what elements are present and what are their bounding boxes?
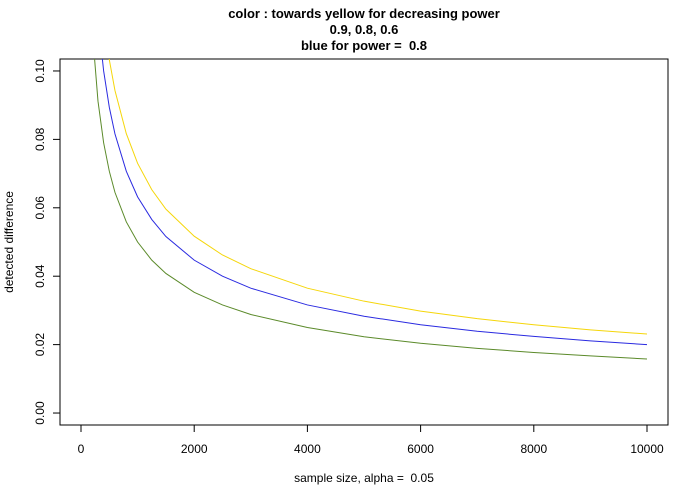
line-series <box>108 59 648 335</box>
line-series <box>94 59 648 360</box>
x-tick-label: 10000 <box>630 442 664 456</box>
y-tick-label: 0.06 <box>33 196 47 220</box>
chart-title: blue for power = 0.8 <box>301 38 427 53</box>
chart-title: color : towards yellow for decreasing po… <box>228 6 500 21</box>
x-tick-label: 6000 <box>407 442 434 456</box>
y-tick-label: 0.00 <box>33 401 47 425</box>
x-tick-label: 8000 <box>520 442 547 456</box>
chart-title: 0.9, 0.8, 0.6 <box>330 22 399 37</box>
x-tick-label: 0 <box>78 442 85 456</box>
y-tick-label: 0.02 <box>33 333 47 357</box>
x-axis-label: sample size, alpha = 0.05 <box>294 471 434 485</box>
plot-area <box>94 59 648 360</box>
y-tick-label: 0.10 <box>33 59 47 83</box>
x-tick-label: 2000 <box>181 442 208 456</box>
y-axis-label: detected difference <box>2 191 16 293</box>
line-series <box>101 59 648 346</box>
y-tick-label: 0.04 <box>33 264 47 288</box>
x-tick-label: 4000 <box>294 442 321 456</box>
y-tick-label: 0.08 <box>33 127 47 151</box>
